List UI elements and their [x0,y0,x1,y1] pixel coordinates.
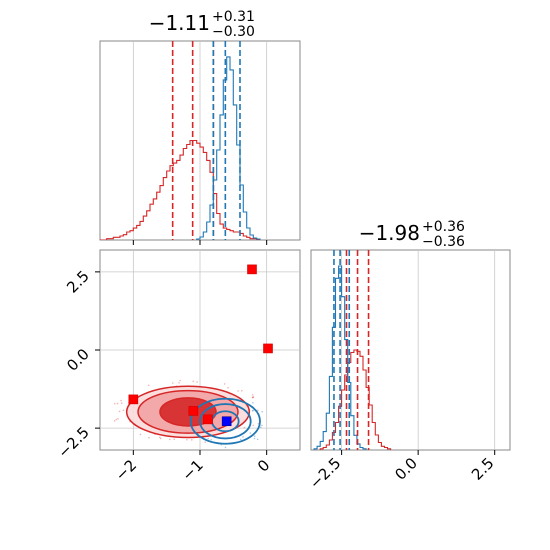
hist1-title-sup: +0.31 [212,9,255,25]
hist2-xtick-label-1: 0.0 [391,454,421,484]
scatter-ytick-label-0: −2.5 [54,423,92,461]
red-sample-point [251,396,254,399]
red-sample-point [118,410,121,413]
red-sample-point [257,422,260,425]
red-square-marker-2 [128,394,139,405]
blue-sample-point [207,437,210,440]
blue-sample-point [261,424,263,427]
hist1-red-histogram [100,139,260,240]
red-sample-point [179,379,181,382]
scatter-xtick-label-0: −2 [112,456,140,484]
blue-sample-point [253,435,256,438]
red-sample-point [196,381,198,383]
hist2-xtick-label-0: −2.5 [306,454,344,492]
blue-sample-point [261,410,264,413]
scatter-ytick-label-1: 0.0 [63,345,93,375]
blue-sample-point [224,446,227,449]
hist2-title-sub: −0.36 [422,234,465,250]
red-square-marker-1 [263,343,273,354]
blue-square-marker-0 [221,416,232,427]
hist1-title-sub: −0.30 [212,24,255,40]
blue-sample-point [252,402,254,404]
hist1-title-main: −1.11 [149,11,210,35]
red-sample-point [116,402,119,405]
hist2-title-sup: +0.36 [422,219,465,235]
red-sample-point [115,418,118,421]
red-sample-point [148,436,150,439]
red-sample-point [190,439,193,441]
red-sample-point [120,402,123,404]
blue-sample-point [239,438,242,441]
blue-sample-point [210,438,213,441]
red-sample-point [113,419,116,422]
blue-contour-1 [199,403,252,440]
red-sample-point [257,409,259,412]
red-sample-point [139,433,142,436]
red-sample-point [204,441,207,443]
red-sample-point [243,426,246,429]
red-sample-point [251,394,254,396]
hist2-plot-area [313,250,496,450]
red-sample-point [172,382,174,384]
red-sample-point [117,418,119,420]
red-sample-point [168,438,171,441]
scatter-plot-area [100,250,300,450]
red-sample-point [159,437,162,440]
red-sample-point [114,402,116,405]
hist2-red-histogram [319,349,392,450]
blue-sample-point [242,436,244,438]
hist2-xtick-label-2: 2.5 [468,454,498,484]
red-sample-point [159,436,161,439]
red-sample-point [148,384,150,387]
red-sample-point [223,383,226,385]
red-sample-point [252,396,254,399]
red-sample-point [120,399,122,402]
scatter-xtick-label-2: 0 [254,456,273,475]
blue-sample-point [253,437,256,440]
scatter-ytick-label-2: 2.5 [63,267,93,297]
blue-sample-point [252,409,254,412]
red-square-marker-3 [188,406,199,416]
red-sample-point [252,424,255,427]
red-square-marker-0 [247,264,257,275]
hist2-title-main: −1.98 [359,221,420,245]
red-sample-point [192,380,195,383]
hist1-blue-histogram [196,56,261,240]
blue-sample-point [249,432,252,434]
red-sample-point [186,438,188,441]
red-sample-point [173,438,176,440]
blue-sample-point [259,426,262,429]
red-sample-point [227,386,229,389]
red-sample-point [178,381,180,384]
red-sample-point [252,396,255,398]
blue-sample-point [251,409,254,412]
red-sample-point [240,389,243,392]
red-sample-point [237,390,239,392]
hist1-plot-area [100,41,268,240]
hist2-frame [310,249,511,451]
blue-contour-2 [189,397,261,445]
scatter-xtick-label-1: −1 [178,456,206,484]
red-sample-point [122,409,125,412]
red-square-marker-4 [203,414,213,425]
blue-sample-point [256,438,259,441]
